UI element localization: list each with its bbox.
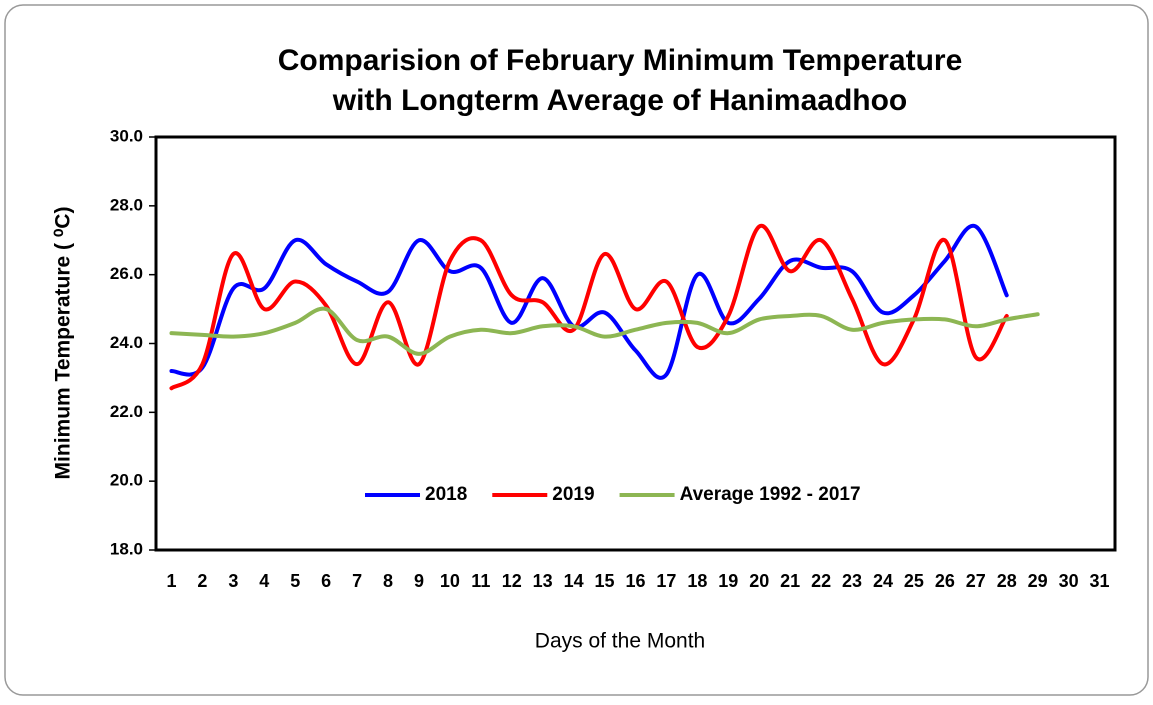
series-line (169, 223, 1009, 380)
legend-label: 2018 (425, 484, 467, 505)
x-axis-label: Days of the Month (535, 630, 705, 653)
plot-frame (154, 135, 1117, 552)
x-tick-label: 28 (997, 571, 1017, 591)
series-line (169, 306, 1040, 356)
x-tick-label: 19 (718, 571, 738, 591)
x-tick-label: 21 (780, 571, 800, 591)
y-tick-label: 22.0 (110, 402, 143, 421)
x-tick-label: 2 (197, 571, 207, 591)
y-axis-label: Minimum Temperature ( ⁰C) (52, 207, 75, 480)
x-tick-label: 15 (595, 571, 615, 591)
x-tick-label: 13 (533, 571, 553, 591)
x-tick-label: 31 (1090, 571, 1110, 591)
x-tick-label: 26 (935, 571, 955, 591)
x-tick-label: 12 (502, 571, 522, 591)
legend-label: Average 1992 - 2017 (680, 484, 861, 505)
x-tick-label: 17 (656, 571, 676, 591)
series-line (169, 223, 1009, 391)
y-tick-label: 26.0 (110, 264, 143, 283)
x-tick-label: 18 (687, 571, 707, 591)
legend-label: 2019 (552, 484, 594, 505)
y-tick-label: 20.0 (110, 471, 143, 490)
chart-title: with Longterm Average of Hanimaadhoo (332, 84, 908, 117)
x-tick-label: 7 (352, 571, 362, 591)
x-tick-label: 8 (383, 571, 393, 591)
x-tick-label: 29 (1028, 571, 1048, 591)
x-tick-label: 5 (290, 571, 300, 591)
x-tick-label: 16 (625, 571, 645, 591)
y-tick-label: 30.0 (110, 126, 143, 145)
slide-frame (4, 4, 1149, 696)
x-tick-label: 20 (749, 571, 769, 591)
x-tick-label: 4 (259, 571, 269, 591)
x-tick-label: 10 (440, 571, 460, 591)
chart-title: Comparision of February Minimum Temperat… (278, 44, 963, 77)
x-tick-label: 27 (966, 571, 986, 591)
x-tick-label: 24 (873, 571, 893, 591)
x-tick-label: 30 (1059, 571, 1079, 591)
y-tick-label: 28.0 (110, 195, 143, 214)
x-tick-label: 9 (414, 571, 424, 591)
x-tick-label: 14 (564, 571, 584, 591)
x-tick-label: 3 (228, 571, 238, 591)
x-tick-label: 23 (842, 571, 862, 591)
x-tick-label: 1 (166, 571, 176, 591)
x-tick-label: 6 (321, 571, 331, 591)
x-tick-label: 11 (471, 571, 490, 591)
x-tick-label: 22 (811, 571, 831, 591)
y-tick-label: 18.0 (110, 539, 143, 558)
x-tick-label: 25 (904, 571, 924, 591)
y-tick-label: 24.0 (110, 333, 143, 352)
